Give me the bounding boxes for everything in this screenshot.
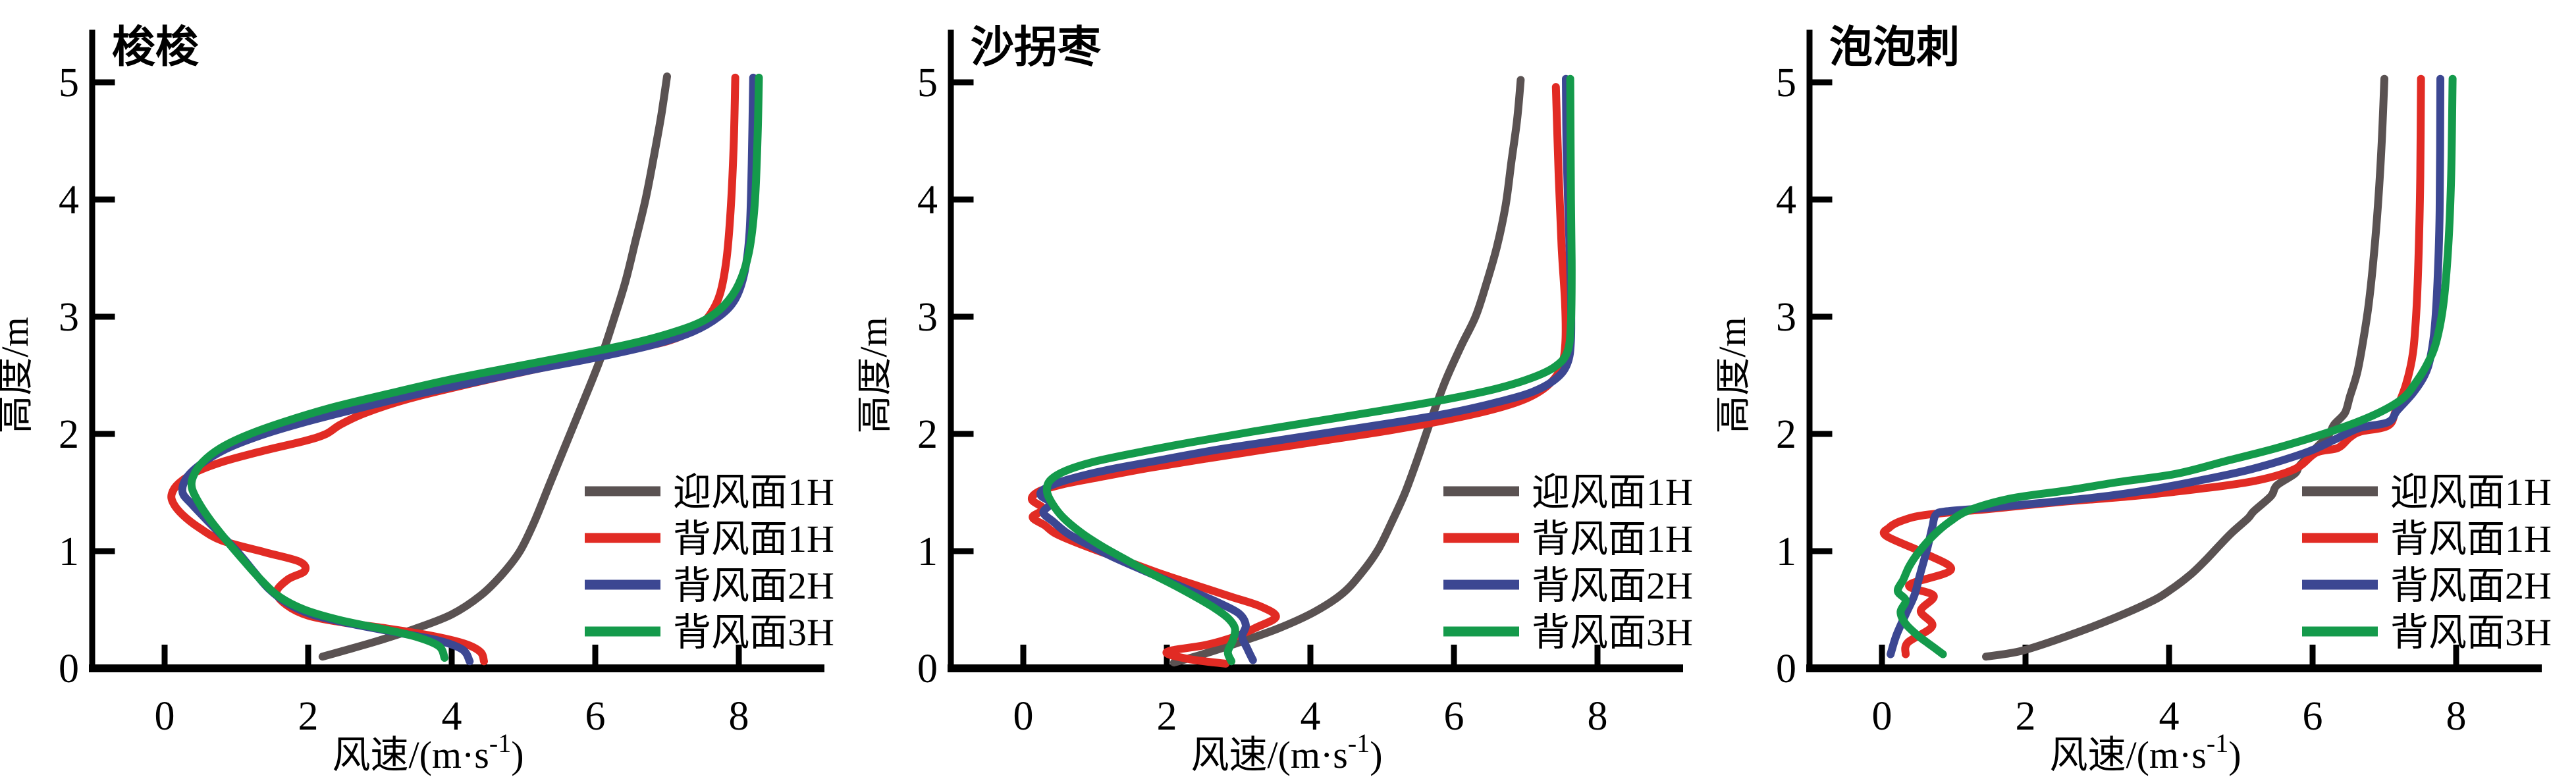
x-axis-label-superscript: -1 (489, 728, 511, 758)
series-line-背风面2H (1036, 74, 1576, 664)
x-axis-label-superscript: -1 (1348, 728, 1370, 758)
axes: 0 2 4 6 8 0 1 2 3 4 5 (1776, 30, 2542, 739)
y-tick-label: 2 (917, 412, 938, 457)
x-axis-label: 风速/(m·s-1) (332, 728, 523, 776)
x-tick-label: 0 (155, 694, 175, 739)
data-curves (1027, 74, 1576, 668)
legend-label: 背风面1H (673, 518, 834, 560)
series-line-背风面3H (187, 73, 763, 662)
x-axis-label-close: ) (1370, 734, 1382, 776)
legend-label: 背风面2H (2390, 564, 2552, 607)
y-tick-label: 3 (917, 295, 938, 340)
x-tick-label: 8 (2446, 694, 2467, 739)
y-tick-label: 4 (59, 178, 79, 223)
data-curves (1879, 74, 2457, 661)
data-curves (167, 72, 763, 666)
chart-title: 梭梭 (112, 24, 199, 72)
y-tick-label: 5 (917, 61, 938, 105)
x-axis-label: 风速/(m·s-1) (1191, 728, 1382, 776)
x-tick-label: 4 (1301, 694, 1321, 739)
axes: 0 2 4 6 8 0 1 2 3 4 5 (917, 30, 1683, 739)
x-axis-label-main: 风速/(m·s (332, 734, 489, 776)
legend-label: 背风面3H (2390, 611, 2552, 654)
y-tick-label: 0 (59, 647, 79, 691)
axes: 0 2 4 6 8 0 1 2 3 4 5 (59, 30, 824, 739)
series-line-迎风面1H (318, 72, 671, 661)
x-tick-label: 4 (2159, 694, 2180, 739)
x-tick-label: 4 (442, 694, 462, 739)
x-tick-label: 0 (1872, 694, 1892, 739)
chart-suosuo: 0 2 4 6 8 0 1 2 3 4 5 梭梭 高度/m 风速/(m·s-1) 迎风面1H背风面1… (0, 24, 834, 776)
y-axis-label: 高度/m (859, 317, 895, 433)
legend-label: 背风面1H (1532, 518, 1693, 560)
y-tick-label: 1 (59, 529, 79, 574)
legend-label: 背风面3H (1532, 611, 1693, 654)
y-tick-label: 1 (1776, 529, 1796, 574)
y-tick-label: 3 (1776, 295, 1796, 340)
legend-label: 迎风面1H (1532, 471, 1693, 514)
x-axis-label: 风速/(m·s-1) (2049, 728, 2241, 776)
legend-label: 背风面3H (673, 611, 834, 654)
series-line-背风面3H (1042, 74, 1576, 666)
legend-label: 背风面2H (673, 564, 834, 607)
x-tick-label: 2 (1157, 694, 1177, 739)
y-tick-label: 5 (59, 61, 79, 105)
legend-label: 迎风面1H (2390, 471, 2552, 514)
y-tick-label: 0 (1776, 647, 1796, 691)
y-tick-label: 4 (1776, 178, 1796, 223)
y-axis-label: 高度/m (0, 317, 36, 433)
x-axis-label-main: 风速/(m·s (1191, 734, 1347, 776)
legend-label: 背风面2H (1532, 564, 1693, 607)
y-tick-label: 1 (917, 529, 938, 574)
x-tick-label: 6 (2303, 694, 2323, 739)
x-axis-label-close: ) (2228, 734, 2241, 776)
y-tick-label: 2 (59, 412, 79, 457)
x-tick-label: 8 (729, 694, 749, 739)
series-line-迎风面1H (1982, 74, 2388, 661)
series-line-背风面1H (1879, 74, 2425, 658)
x-tick-label: 2 (298, 694, 319, 739)
x-tick-label: 6 (585, 694, 606, 739)
chart-title: 泡泡刺 (1829, 24, 1960, 72)
x-axis-label-main: 风速/(m·s (2049, 734, 2206, 776)
y-tick-label: 4 (917, 178, 938, 223)
series-line-背风面2H (178, 73, 757, 666)
y-tick-label: 0 (917, 647, 938, 691)
series-line-迎风面1H (1169, 76, 1525, 667)
x-axis-label-close: ) (511, 734, 523, 776)
y-tick-label: 2 (1776, 412, 1796, 457)
legend-label: 迎风面1H (673, 471, 834, 514)
y-axis-label: 高度/m (1717, 317, 1754, 433)
y-tick-label: 5 (1776, 61, 1796, 105)
legend-label: 背风面1H (2390, 518, 2552, 560)
series-line-背风面3H (1894, 74, 2457, 658)
chart-panel-suosuo: 0 2 4 6 8 0 1 2 3 4 5 梭梭 高度/m 风速/(m·s-1) 迎风面1H 背风面1… (0, 0, 859, 777)
x-tick-label: 6 (1444, 694, 1464, 739)
x-tick-label: 0 (1013, 694, 1034, 739)
x-tick-label: 8 (1588, 694, 1608, 739)
x-tick-label: 2 (2016, 694, 2036, 739)
chart-title: 沙拐枣 (971, 24, 1102, 72)
series-line-背风面1H (1027, 83, 1570, 668)
y-tick-label: 3 (59, 295, 79, 340)
x-axis-label-superscript: -1 (2207, 728, 2228, 758)
